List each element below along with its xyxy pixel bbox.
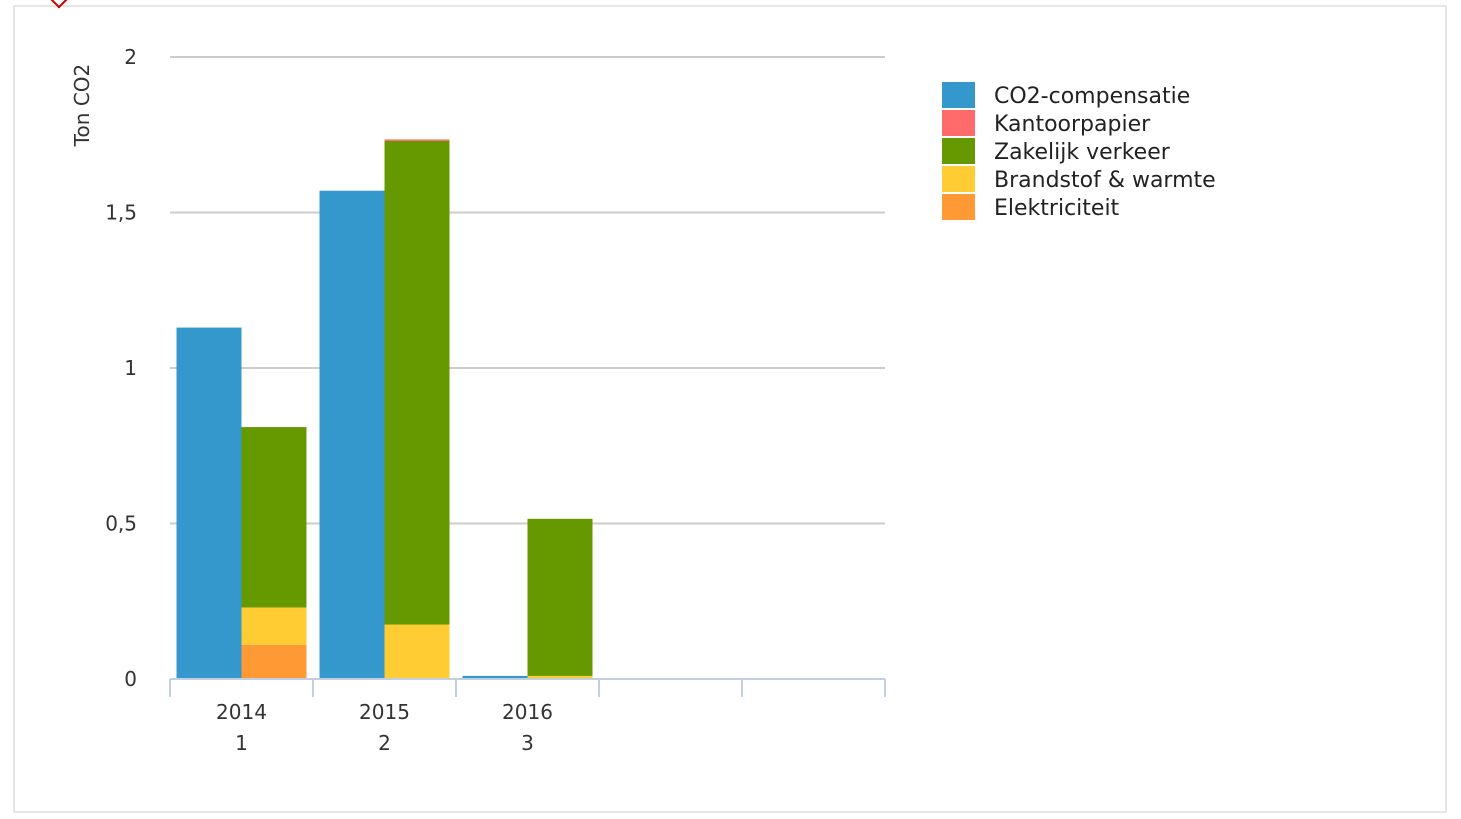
bar-segment	[176, 327, 242, 679]
legend-swatch[interactable]	[942, 166, 975, 192]
y-tick-label: 0,5	[105, 512, 137, 536]
bar-segment	[319, 190, 385, 680]
x-tick-sublabel: 3	[521, 731, 534, 755]
x-tick-label: 2014	[216, 700, 267, 724]
legend[interactable]: CO2-compensatie Kantoorpapier Zakelijk ver…	[942, 82, 1216, 221]
x-tick-sublabel: 2	[378, 731, 391, 755]
y-axis-title: Ton CO2	[70, 64, 94, 148]
y-axis: 0 0,5 1 1,5 2	[105, 45, 137, 691]
legend-item-label[interactable]: Zakelijk verkeer	[994, 140, 1171, 165]
bar-segment	[241, 427, 307, 608]
legend-item-label[interactable]: Kantoorpapier	[994, 112, 1151, 137]
bar-segment	[384, 140, 450, 625]
bar-segment	[527, 675, 593, 679]
x-tick-label: 2016	[502, 700, 553, 724]
x-tick-sublabel: 1	[235, 731, 248, 755]
legend-item-label[interactable]: CO2-compensatie	[994, 84, 1190, 109]
y-tick-label: 1,5	[105, 201, 137, 225]
legend-swatch[interactable]	[942, 82, 975, 108]
x-axis: 2014 1 2015 2 2016 3	[169, 678, 886, 755]
bar-segment	[384, 624, 450, 679]
y-tick-label: 0	[124, 667, 137, 691]
bar-segment	[241, 607, 307, 645]
bar-segment	[527, 518, 593, 676]
legend-swatch[interactable]	[942, 138, 975, 164]
legend-item-label[interactable]: Brandstof & warmte	[994, 168, 1216, 193]
bar-segment	[384, 139, 450, 141]
y-tick-label: 1	[124, 356, 137, 380]
bar-segment	[241, 644, 307, 679]
bar-segment	[462, 675, 528, 679]
legend-swatch[interactable]	[942, 110, 975, 136]
y-tick-label: 2	[124, 45, 137, 69]
x-tick-label: 2015	[359, 700, 410, 724]
bars	[176, 139, 593, 680]
legend-item-label[interactable]: Elektriciteit	[994, 196, 1120, 221]
legend-swatch[interactable]	[942, 194, 975, 220]
